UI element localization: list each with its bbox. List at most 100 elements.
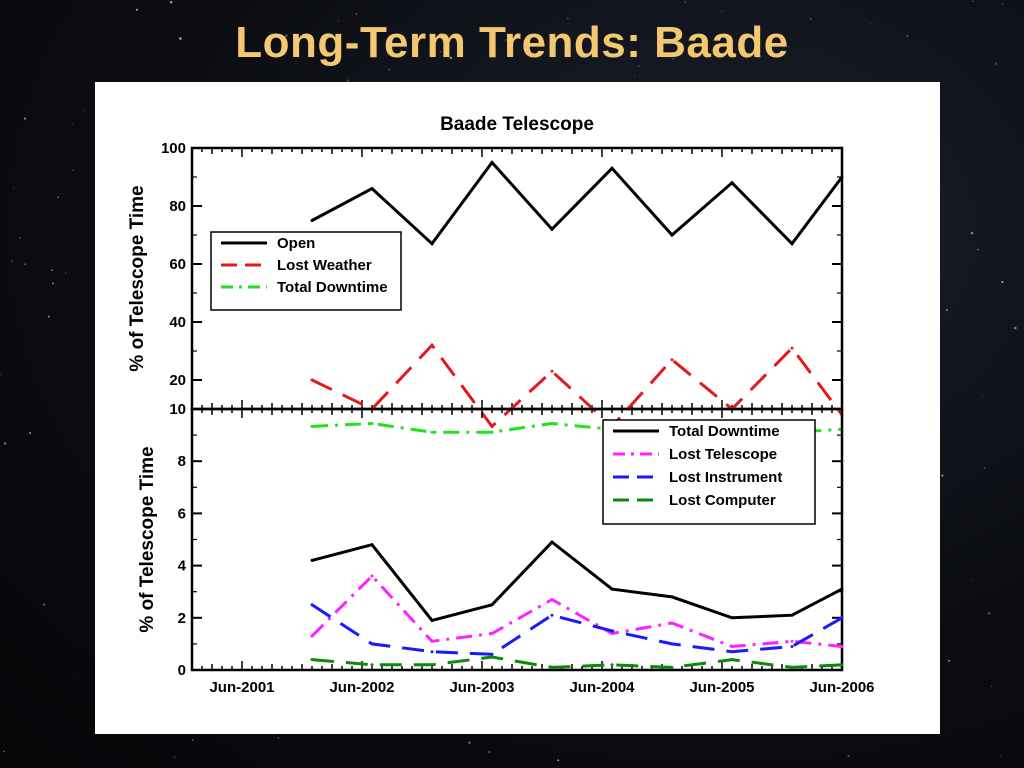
legend-box xyxy=(210,231,402,311)
data-point xyxy=(310,219,314,222)
data-point xyxy=(370,642,374,646)
data-point xyxy=(490,652,494,656)
star xyxy=(669,5,671,7)
data-point xyxy=(310,603,314,607)
series-line-lost-weather xyxy=(311,342,844,429)
star xyxy=(52,282,54,285)
star xyxy=(179,37,182,40)
star xyxy=(4,442,7,445)
data-point xyxy=(610,629,614,633)
star xyxy=(945,308,949,312)
star xyxy=(0,373,1,376)
star xyxy=(468,741,471,744)
legend-box xyxy=(602,419,816,525)
star xyxy=(557,759,560,762)
data-point xyxy=(310,558,314,562)
data-point xyxy=(790,665,794,669)
data-point xyxy=(670,358,674,362)
star xyxy=(2,750,5,753)
data-point xyxy=(840,645,844,649)
star xyxy=(948,659,951,662)
legend-label: Lost Computer xyxy=(669,492,776,509)
legend-label: Lost Telescope xyxy=(669,446,777,463)
series-line-open xyxy=(311,160,844,246)
series-line-total-downtime xyxy=(311,421,843,434)
chart-panel: Baade Telescope 100 80 60 40 20 10% of Telesco… xyxy=(95,82,940,734)
star xyxy=(277,736,280,739)
legend-label: Lost Instrument xyxy=(669,469,782,486)
series-line-lost-instrument xyxy=(311,603,843,656)
star xyxy=(13,187,15,189)
star xyxy=(994,62,997,65)
data-point xyxy=(370,187,374,191)
star xyxy=(23,117,27,120)
star xyxy=(488,750,491,754)
data-point xyxy=(310,378,314,382)
y-tick-label: 2 xyxy=(178,610,186,627)
data-point xyxy=(490,603,494,607)
star xyxy=(505,39,507,41)
series-line-lost-telescope xyxy=(310,573,843,649)
data-point xyxy=(430,639,434,643)
star xyxy=(51,269,53,271)
legend-label: Total Downtime xyxy=(669,423,780,440)
data-point xyxy=(550,540,554,544)
data-point xyxy=(730,645,734,649)
x-tick-label: Jun-2003 xyxy=(449,679,514,696)
star xyxy=(869,23,871,25)
star xyxy=(439,51,441,53)
data-point xyxy=(310,634,314,638)
star xyxy=(972,580,974,582)
data-point xyxy=(610,663,614,667)
star xyxy=(18,236,21,239)
data-point xyxy=(490,631,494,635)
y-axis-label: % of Telescope Time xyxy=(137,446,158,632)
data-point xyxy=(550,598,554,602)
chart-title: Baade Telescope xyxy=(440,114,594,135)
data-point xyxy=(550,613,554,617)
data-point xyxy=(370,663,374,667)
data-point xyxy=(430,663,434,667)
star xyxy=(64,272,67,274)
star xyxy=(906,35,909,38)
data-point xyxy=(670,595,674,599)
y-tick-label: 80 xyxy=(169,198,186,215)
x-tick-label: Jun-2004 xyxy=(569,679,635,696)
star xyxy=(997,135,999,138)
star xyxy=(285,34,288,37)
data-point xyxy=(370,543,374,547)
data-point xyxy=(790,346,794,350)
star xyxy=(170,1,173,4)
legend-label: Open xyxy=(277,235,315,252)
star xyxy=(272,734,274,735)
star xyxy=(42,603,46,606)
star xyxy=(449,56,453,60)
star xyxy=(135,8,138,11)
star xyxy=(1014,326,1017,330)
data-point xyxy=(790,639,794,643)
data-point xyxy=(310,658,314,662)
data-point xyxy=(610,587,614,591)
data-point xyxy=(430,650,434,654)
star xyxy=(338,20,339,22)
y-axis-label: % of Telescope Time xyxy=(127,185,148,371)
y-tick-label: 20 xyxy=(169,372,186,389)
star xyxy=(970,232,974,235)
y-tick-label: 100 xyxy=(161,140,186,157)
data-point xyxy=(730,650,734,654)
y-tick-label: 40 xyxy=(169,314,186,331)
star xyxy=(192,739,194,741)
series-line-lost-computer xyxy=(311,655,843,669)
star xyxy=(720,10,722,12)
star xyxy=(1001,280,1004,284)
x-tick-label: Jun-2005 xyxy=(689,679,754,696)
star xyxy=(999,754,1002,757)
data-point xyxy=(670,233,674,237)
star xyxy=(987,612,991,615)
y-tick-label: 4 xyxy=(178,558,187,575)
data-point xyxy=(370,574,374,578)
star xyxy=(71,123,73,125)
data-point xyxy=(670,665,674,669)
star xyxy=(47,315,50,318)
star xyxy=(83,109,85,112)
